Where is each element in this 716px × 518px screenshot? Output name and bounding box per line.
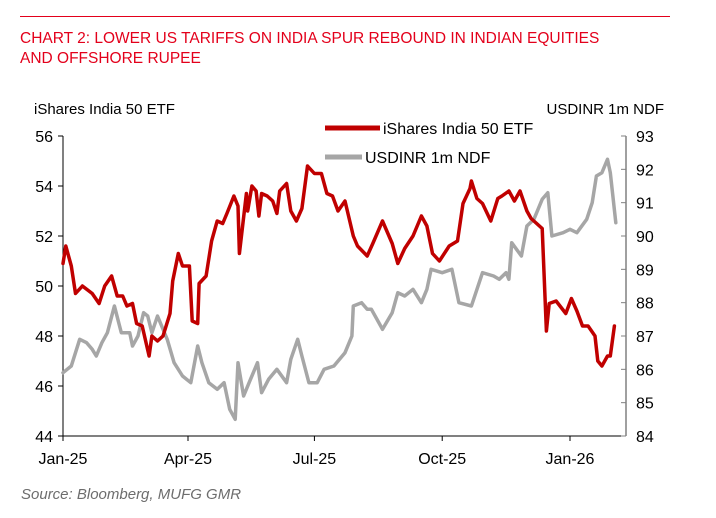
x-tick-label: Jan-25 <box>39 451 88 468</box>
right-tick-label: 93 <box>636 129 654 146</box>
left-tick-label: 56 <box>35 129 53 146</box>
right-tick-label: 89 <box>636 262 654 279</box>
series-line-usdinr-1m-ndf <box>61 157 618 422</box>
right-tick-label: 91 <box>636 196 654 213</box>
legend-label-etf: iShares India 50 ETF <box>383 121 534 138</box>
right-tick-label: 87 <box>636 329 654 346</box>
axes: 44 46 48 50 52 54 56 84 85 86 87 88 89 90 91 92 93 Jan-25… <box>35 129 654 468</box>
left-axis-label: iShares India 50 ETF <box>34 101 175 118</box>
left-tick-label: 48 <box>35 329 53 346</box>
right-tick-label: 88 <box>636 296 654 313</box>
x-tick-label: Jul-25 <box>293 451 337 468</box>
right-tick-label: 85 <box>636 396 654 413</box>
x-tick-label: Oct-25 <box>418 451 466 468</box>
right-tick-label: 90 <box>636 229 654 246</box>
legend: iShares India 50 ETF USDINR 1m NDF <box>325 121 534 167</box>
legend-label-ndf: USDINR 1m NDF <box>365 150 491 167</box>
right-tick-label: 86 <box>636 362 654 379</box>
left-tick-label: 50 <box>35 279 53 296</box>
source-note: Source: Bloomberg, MUFG GMR <box>21 486 242 503</box>
left-tick-label: 52 <box>35 229 53 246</box>
x-tick-label: Apr-25 <box>164 451 212 468</box>
left-tick-label: 44 <box>35 429 53 446</box>
right-axis-label: USDINR 1m NDF <box>546 101 664 118</box>
right-tick-label: 92 <box>636 162 654 179</box>
series-line-ishares-india-50-etf <box>61 164 617 368</box>
left-tick-label: 54 <box>35 179 53 196</box>
right-tick-label: 84 <box>636 429 654 446</box>
left-tick-label: 46 <box>35 379 53 396</box>
chart-title-line-1: CHART 2: LOWER US TARIFFS ON INDIA SPUR … <box>20 30 600 47</box>
x-tick-label: Jan-26 <box>546 451 595 468</box>
chart-title-line-2: AND OFFSHORE RUPEE <box>20 50 201 67</box>
header-rule <box>20 16 670 17</box>
series-lines <box>61 157 618 422</box>
chart-title: CHART 2: LOWER US TARIFFS ON INDIA SPUR … <box>20 29 700 69</box>
